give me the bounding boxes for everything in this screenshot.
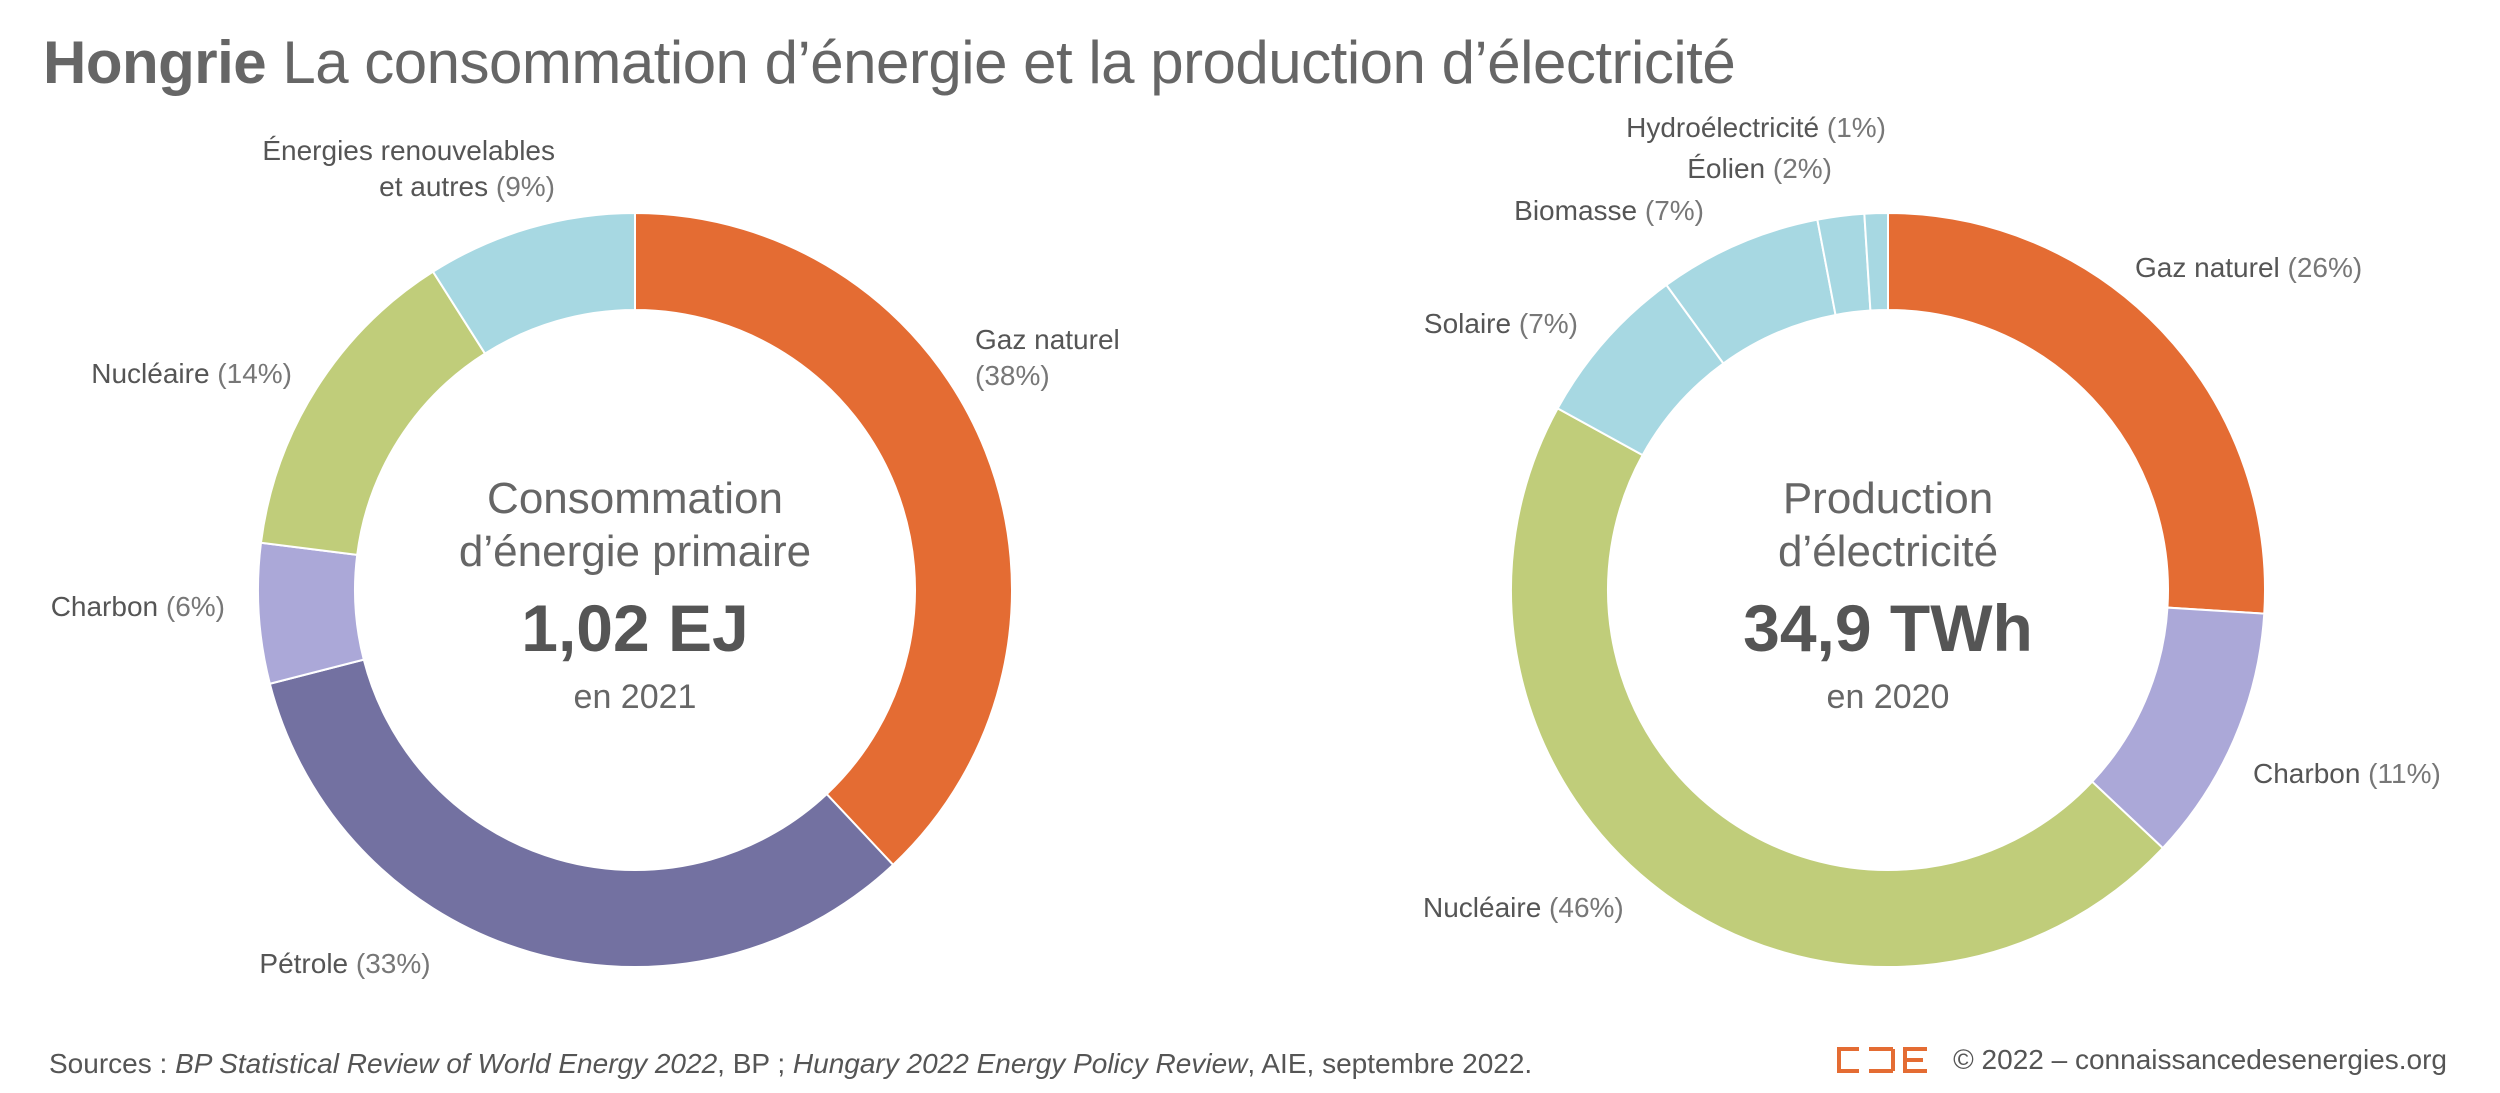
slice-energy-5 (431, 211, 636, 355)
label-percent: (33%) (348, 948, 430, 979)
slice-label-energy-3: Charbon (6%) (51, 591, 225, 622)
slice-energy-3 (257, 541, 366, 685)
label-text: Pétrole (259, 948, 348, 979)
label-text: Nucléaire (91, 358, 209, 389)
donut-chart-energy: Gaz naturel (38%) Pétrole (33%) Charbon (6%… (51, 135, 1120, 979)
label-percent: (14%) (210, 358, 292, 389)
label-text: Biomasse (1514, 195, 1637, 226)
label-text: Solaire (1424, 308, 1511, 339)
label-text: Éolien (1687, 153, 1765, 184)
center-title-electricity-line-1: Production (1783, 474, 1993, 523)
sources-note: Sources : BP Statistical Review of World… (49, 1048, 1532, 1080)
title-country: Hongrie (43, 29, 267, 96)
label-text: Nucléaire (1423, 892, 1541, 923)
slice-energy-1 (634, 211, 1013, 867)
copyright: © 2022 – connaissancedesenergies.org (1953, 1044, 2447, 1075)
label-percent: (26%) (2280, 252, 2362, 283)
center-title-energy-line-2: d’énergie primaire (459, 527, 811, 576)
slice-electricity-7 (1863, 211, 1889, 312)
label-text: Hydroélectricité (1626, 112, 1819, 143)
slice-label-electricity-2: Charbon (11%) (2253, 758, 2441, 789)
label-text: Gaz naturel (2135, 252, 2280, 283)
slice-label-energy-5: Énergies renouvelables et autres (9%) (262, 135, 555, 202)
slice-label-electricity-1: Gaz naturel (26%) (2135, 252, 2362, 283)
slice-label-energy-4: Nucléaire (14%) (91, 358, 292, 389)
source-aie: Hungary 2022 Energy Policy Review (792, 1048, 1248, 1079)
label-text: Gaz naturel (975, 324, 1120, 355)
label-text: Énergies renouvelables (262, 135, 555, 166)
donut-chart-electricity: Gaz naturel (26%) Charbon (11%) Nucléaire … (1423, 112, 2441, 968)
slice-label-energy-1: Gaz naturel (38%) (975, 324, 1120, 391)
source-bp: BP Statistical Review of World Energy 20… (175, 1048, 718, 1079)
label-percent: (7%) (1511, 308, 1578, 339)
label-percent: (7%) (1637, 195, 1704, 226)
center-value-energy: 1,02 EJ (521, 591, 749, 665)
label-percent: (9%) (488, 171, 555, 202)
slice-label-electricity-7: Hydroélectricité (1%) (1626, 112, 1886, 143)
label-percent: (46%) (1541, 892, 1623, 923)
center-year-electricity: en 2020 (1827, 678, 1950, 716)
slice-label-electricity-6: Éolien (2%) (1687, 153, 1832, 184)
center-title-electricity-line-2: d’électricité (1778, 527, 1998, 576)
label-text: Charbon (51, 591, 158, 622)
title-subtitle: La consommation d’énergie et la producti… (282, 29, 1736, 96)
label-percent: (2%) (1765, 153, 1832, 184)
center-year-energy: en 2021 (574, 678, 697, 716)
footer-right: © 2022 – connaissancedesenergies.org (1835, 1044, 2447, 1076)
slice-electricity-1 (1887, 211, 2266, 615)
slice-energy-4 (259, 270, 487, 557)
source-bp-after: , BP ; (717, 1048, 793, 1079)
center-value-electricity: 34,9 TWh (1743, 591, 2033, 665)
label-percent: (6%) (158, 591, 225, 622)
label-text: Charbon (2253, 758, 2360, 789)
slice-electricity-3 (1510, 407, 2165, 968)
slice-label-electricity-5: Biomasse (7%) (1514, 195, 1704, 226)
sources-prefix: Sources : (49, 1048, 176, 1079)
page-title: Hongrie La consommation d’énergie et la … (43, 28, 1736, 97)
label-text: et autres (379, 171, 488, 202)
source-aie-after: , AIE, septembre 2022. (1247, 1048, 1533, 1079)
label-percent: (1%) (1819, 112, 1886, 143)
slice-label-electricity-3: Nucléaire (46%) (1423, 892, 1624, 923)
cde-logo-icon (1837, 1047, 1928, 1073)
slice-label-electricity-4: Solaire (7%) (1424, 308, 1578, 339)
label-percent: (11%) (2360, 758, 2440, 789)
label-percent: (38%) (975, 360, 1050, 391)
slice-energy-2 (268, 658, 895, 968)
slice-label-energy-2: Pétrole (33%) (259, 948, 430, 979)
center-title-energy-line-1: Consommation (487, 474, 783, 523)
